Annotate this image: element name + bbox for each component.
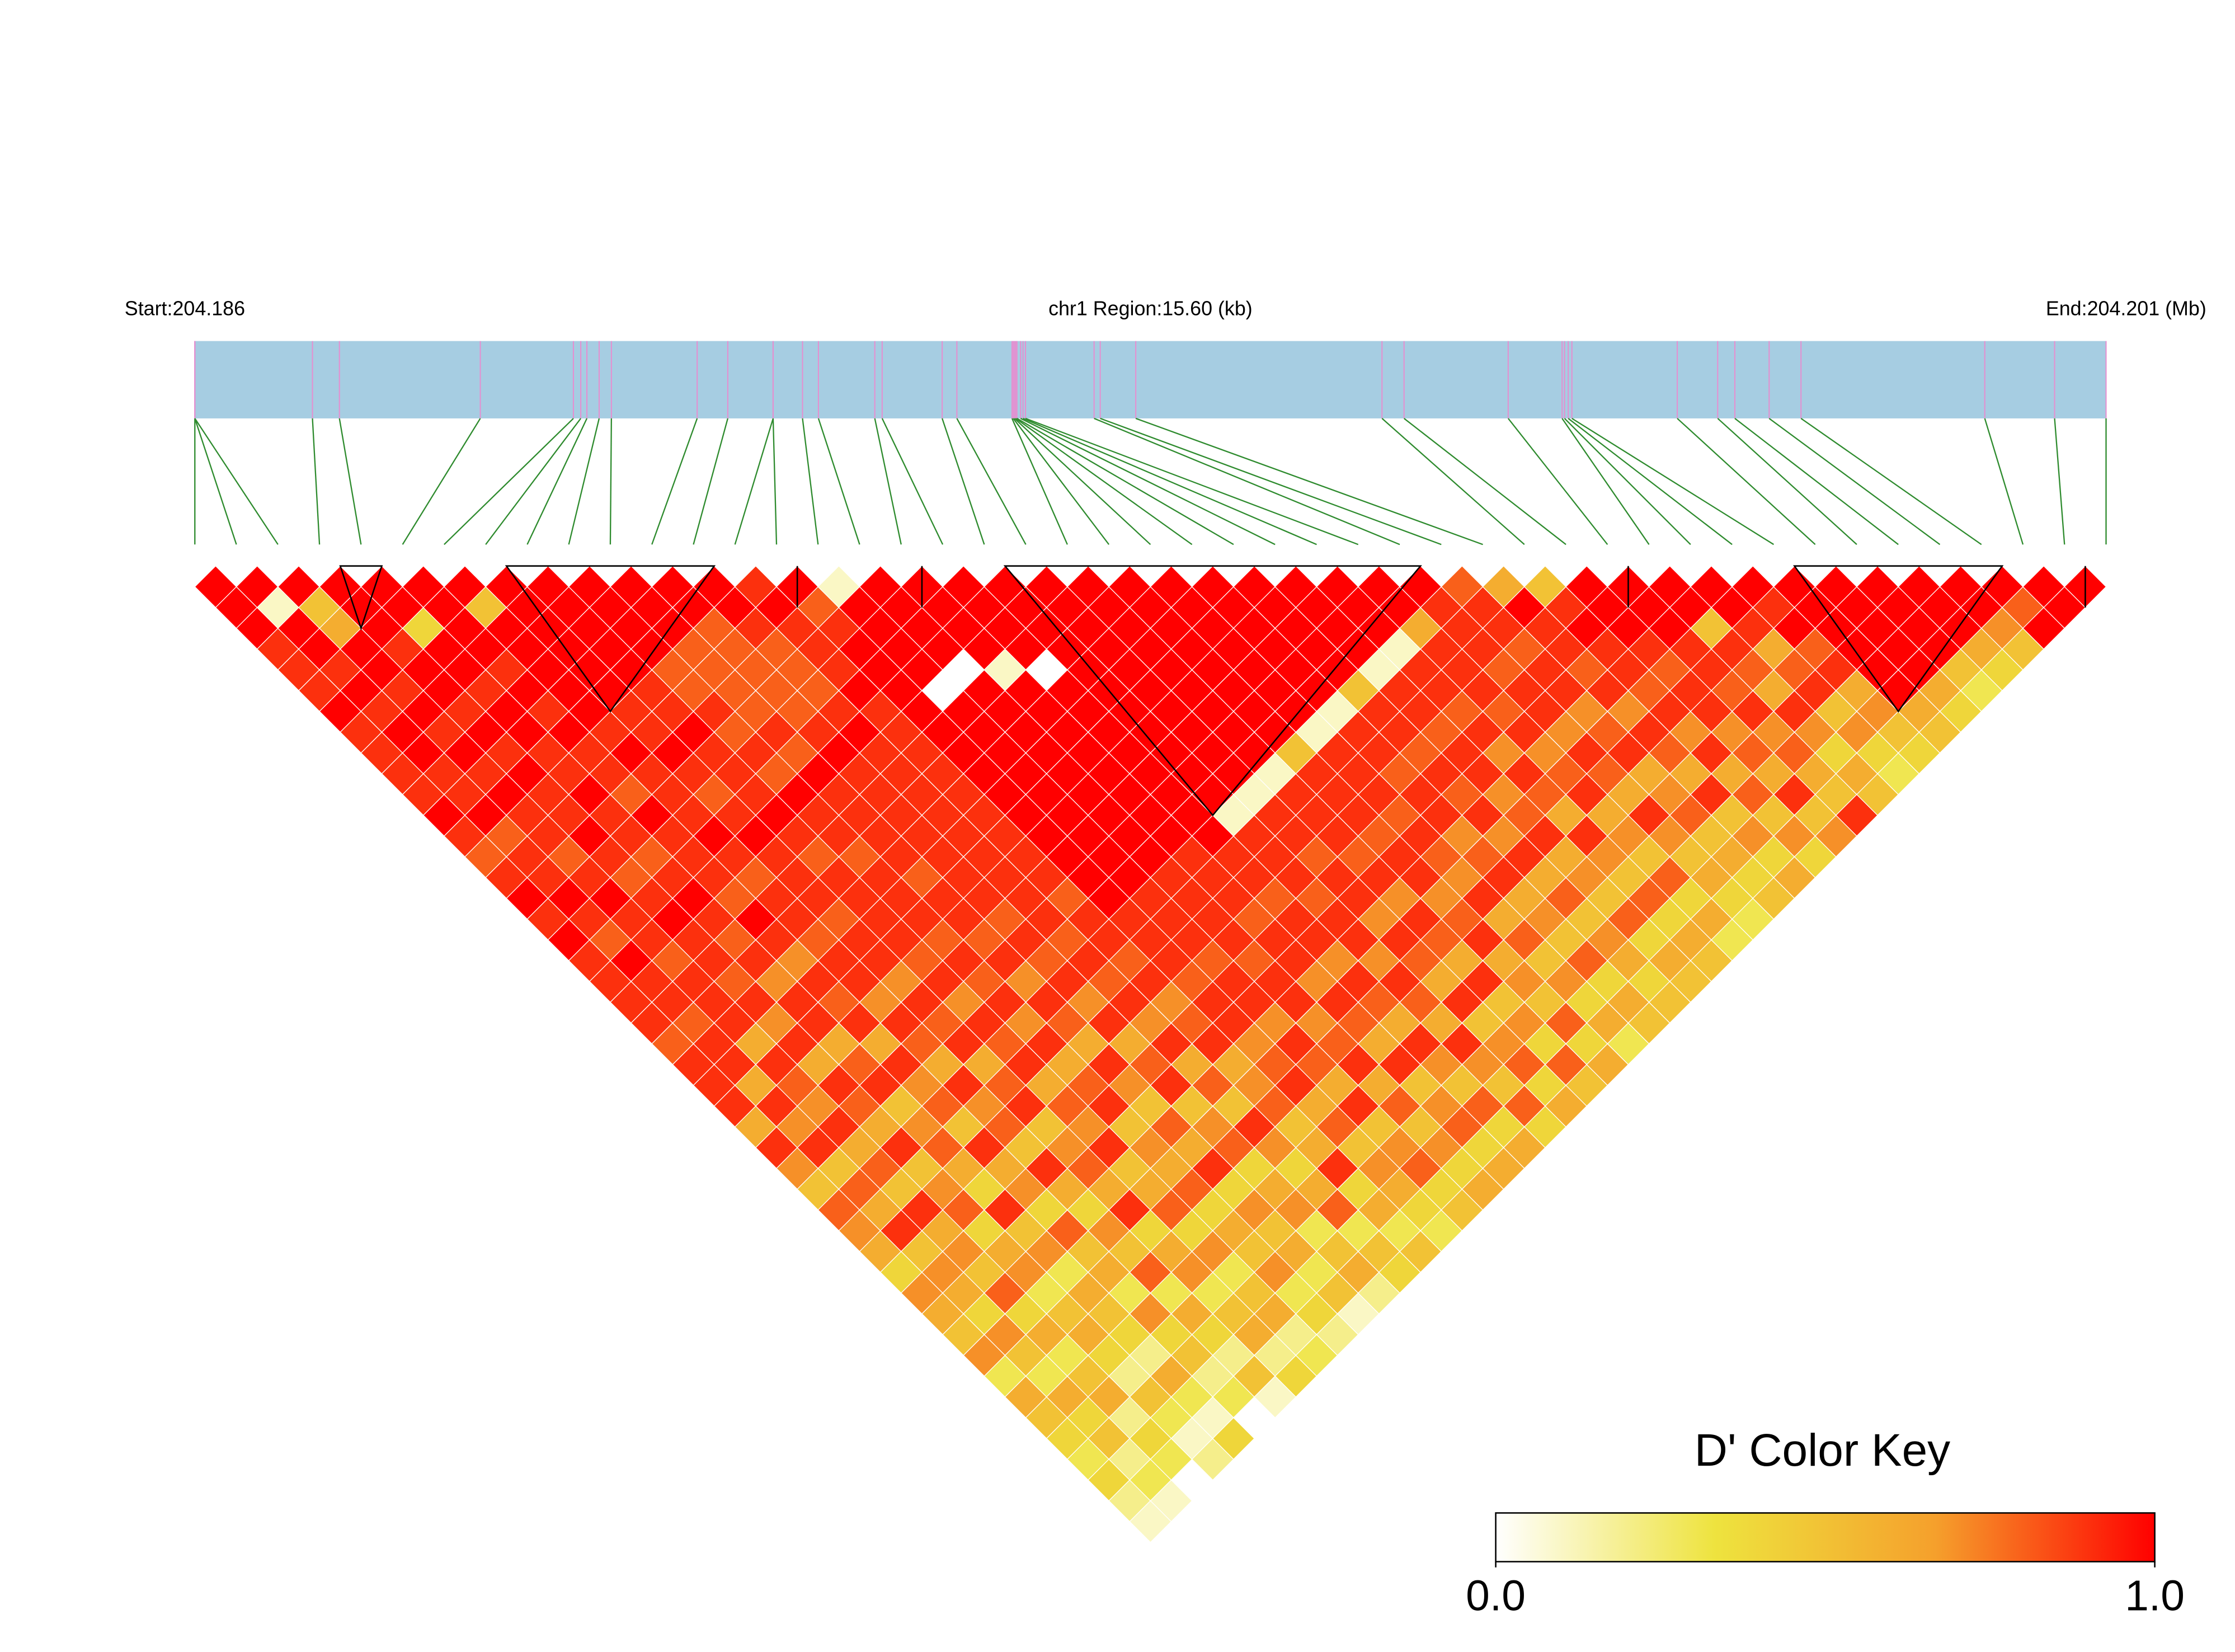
snp-link (1768, 417, 1941, 545)
start-label: Start:204.186 (125, 298, 245, 320)
ld-block (1003, 565, 1422, 817)
color-key-tick-label: 0.0 (1466, 1572, 1526, 1620)
snp-link (1015, 417, 1193, 545)
snp-link (485, 418, 582, 545)
snp-link (1404, 418, 1566, 545)
region-bar (195, 341, 2106, 418)
snp-link (1017, 417, 1234, 545)
color-key (1495, 1512, 2156, 1562)
color-key-title: D' Color Key (1695, 1425, 1950, 1476)
snp-link (942, 418, 985, 545)
snp-link (444, 418, 574, 545)
ld-block (1793, 565, 2004, 713)
snp-link (734, 418, 774, 545)
snp-link (568, 418, 600, 545)
snp-link (1023, 417, 1317, 545)
snp-link (1571, 417, 1775, 545)
snp-link (1013, 418, 1110, 545)
snp-link (1561, 418, 1650, 545)
ld-block (339, 565, 383, 631)
snp-link (1677, 418, 1816, 545)
snp-link (1800, 417, 1982, 545)
snp-link (1984, 418, 2024, 545)
snp-link (1717, 418, 1857, 545)
snp-link (881, 418, 944, 545)
snp-link (2054, 418, 2065, 545)
snp-link (1568, 418, 1733, 545)
snp-link (693, 418, 728, 545)
snp-link (609, 418, 612, 545)
snp-link (772, 418, 778, 545)
snp-link (1014, 418, 1151, 545)
snp-link (194, 418, 279, 545)
snp-link (402, 418, 481, 545)
snp-link (956, 418, 1027, 545)
region-label: chr1 Region:15.60 (kb) (1048, 298, 1253, 320)
snp-link (651, 418, 698, 545)
snp-link (1734, 418, 1899, 545)
snp-link (312, 418, 321, 545)
snp-link (1381, 418, 1525, 545)
snp-link (1025, 417, 1359, 545)
snp-link (1100, 417, 1442, 545)
ld-block (505, 565, 716, 713)
snp-link (1094, 417, 1400, 545)
end-label: End:204.201 (Mb) (2046, 298, 2206, 320)
snp-link (874, 418, 902, 545)
color-key-tick-label: 1.0 (2125, 1572, 2185, 1620)
snp-link (802, 418, 819, 545)
snp-link (1011, 418, 1068, 545)
snp-link (526, 418, 588, 545)
snp-link (1507, 418, 1608, 545)
snp-link (1020, 417, 1276, 545)
snp-link (194, 418, 237, 545)
snp-link (817, 418, 860, 545)
snp-link (1135, 417, 1483, 545)
snp-link (338, 418, 362, 545)
snp-link (1564, 418, 1691, 545)
